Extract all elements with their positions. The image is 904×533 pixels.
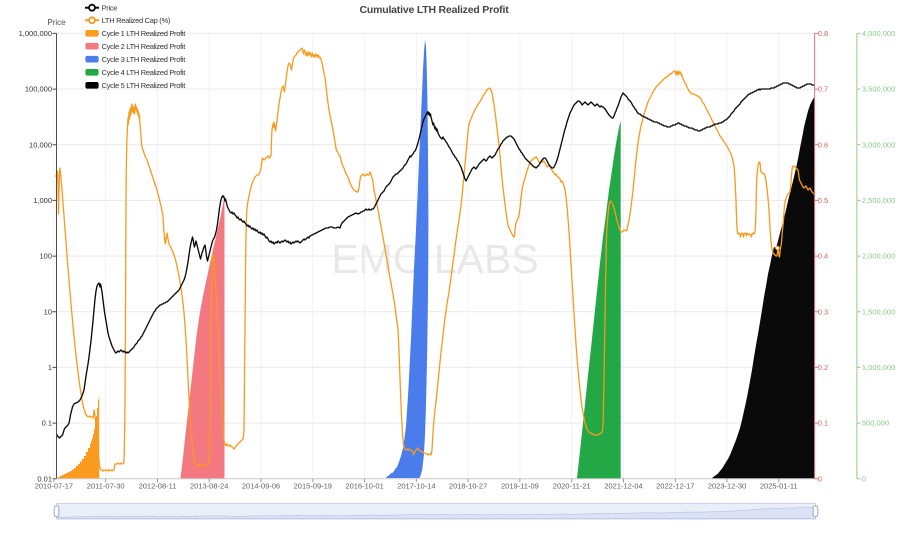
svg-text:3,500,000: 3,500,000 (862, 85, 895, 94)
svg-text:Cycle 4 LTH Realized Profit: Cycle 4 LTH Realized Profit (102, 68, 187, 77)
svg-text:4,000,000: 4,000,000 (862, 29, 895, 38)
svg-text:2012-08-11: 2012-08-11 (139, 481, 177, 490)
svg-text:1,000,000: 1,000,000 (19, 29, 52, 38)
svg-text:100,000: 100,000 (25, 85, 52, 94)
svg-text:0.01: 0.01 (37, 474, 52, 483)
svg-text:2010-07-17: 2010-07-17 (35, 481, 73, 490)
svg-text:0.7: 0.7 (818, 85, 828, 94)
svg-text:Cycle 3 LTH Realized Profit: Cycle 3 LTH Realized Profit (102, 55, 187, 64)
svg-text:Cycle 1 LTH Realized Profit: Cycle 1 LTH Realized Profit (102, 29, 187, 38)
svg-text:Cycle 2 LTH Realized Profit: Cycle 2 LTH Realized Profit (102, 42, 187, 51)
svg-text:2018-10-27: 2018-10-27 (449, 481, 487, 490)
svg-text:0.2: 0.2 (818, 363, 828, 372)
svg-text:2019-11-09: 2019-11-09 (501, 481, 539, 490)
svg-text:10,000: 10,000 (29, 140, 52, 149)
svg-text:2021-12-04: 2021-12-04 (604, 481, 642, 490)
svg-text:Price: Price (47, 18, 66, 27)
svg-text:0.5: 0.5 (818, 196, 828, 205)
svg-text:0.8: 0.8 (818, 29, 828, 38)
svg-text:0.4: 0.4 (818, 252, 828, 261)
svg-text:Cumulative LTH Realized Profit: Cumulative LTH Realized Profit (360, 4, 510, 16)
svg-text:10: 10 (44, 307, 52, 316)
svg-text:2025-01-11: 2025-01-11 (760, 481, 798, 490)
svg-text:2014-09-06: 2014-09-06 (242, 481, 280, 490)
svg-text:2,000,000: 2,000,000 (862, 252, 895, 261)
svg-text:2013-08-24: 2013-08-24 (190, 481, 228, 490)
svg-text:2016-10-01: 2016-10-01 (345, 481, 383, 490)
svg-text:Price: Price (102, 3, 118, 12)
svg-text:3,000,000: 3,000,000 (862, 140, 895, 149)
svg-text:0: 0 (862, 474, 866, 483)
svg-text:0.6: 0.6 (818, 140, 828, 149)
svg-text:0.1: 0.1 (42, 419, 52, 428)
svg-text:1: 1 (48, 363, 52, 372)
svg-text:1,000,000: 1,000,000 (862, 363, 895, 372)
svg-text:2023-12-30: 2023-12-30 (708, 481, 746, 490)
svg-text:0.3: 0.3 (818, 307, 828, 316)
svg-text:500,000: 500,000 (862, 419, 889, 428)
svg-text:0.1: 0.1 (818, 419, 828, 428)
svg-text:LTH Realized Cap (%): LTH Realized Cap (%) (102, 16, 171, 25)
svg-text:1,000: 1,000 (33, 196, 52, 205)
svg-text:0: 0 (818, 474, 822, 483)
svg-text:1,500,000: 1,500,000 (862, 307, 895, 316)
svg-text:2,500,000: 2,500,000 (862, 196, 895, 205)
svg-text:100: 100 (39, 252, 52, 261)
svg-text:Cycle 5 LTH Realized Profit: Cycle 5 LTH Realized Profit (102, 81, 187, 90)
svg-text:2020-11-21: 2020-11-21 (553, 481, 591, 490)
svg-text:2015-09-19: 2015-09-19 (294, 481, 332, 490)
svg-text:2017-10-14: 2017-10-14 (397, 481, 435, 490)
svg-text:EMC LABS: EMC LABS (331, 236, 538, 282)
svg-text:2011-07-30: 2011-07-30 (87, 481, 125, 490)
svg-text:2022-12-17: 2022-12-17 (656, 481, 694, 490)
